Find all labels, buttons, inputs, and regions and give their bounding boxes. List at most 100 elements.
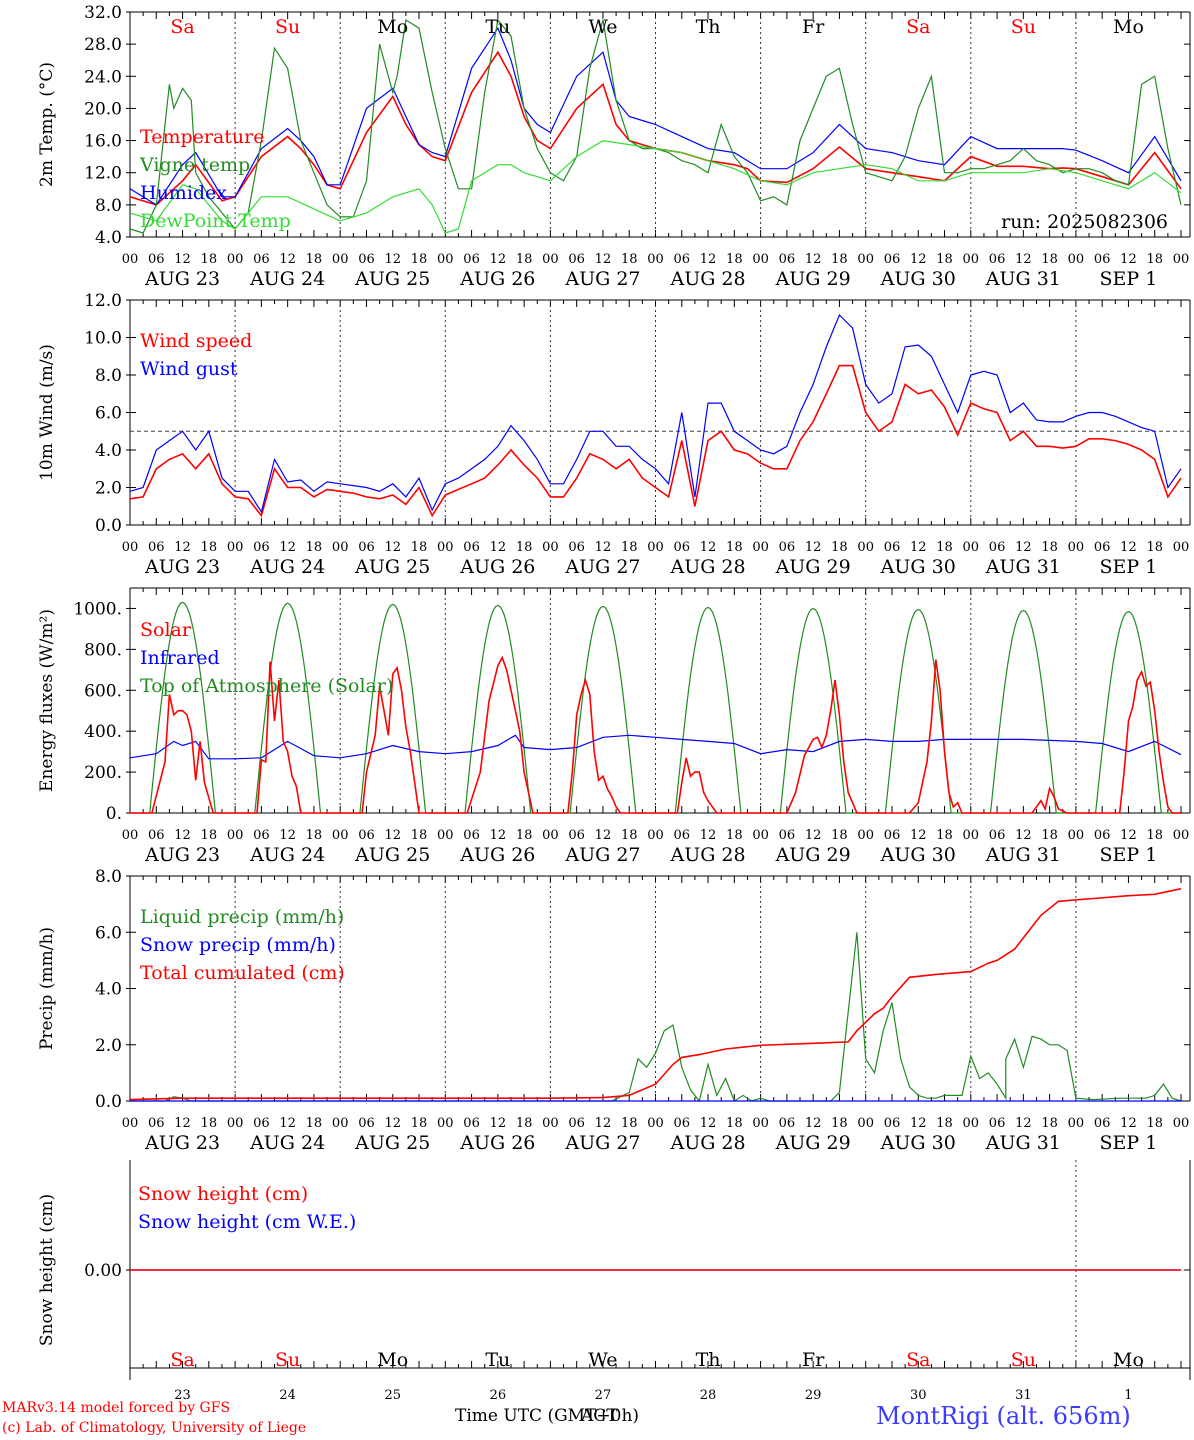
x-hour-label: 06 <box>674 1116 691 1131</box>
x-hour-label: 06 <box>358 828 375 843</box>
x-hour-label: 00 <box>752 1116 769 1131</box>
x-hour-label: 18 <box>831 1116 848 1131</box>
x-date-label: AUG 25 <box>354 1132 430 1154</box>
x-hour-label: 06 <box>253 540 270 555</box>
day-number-label: 23 <box>174 1388 191 1403</box>
weekday-label: Fr <box>802 16 825 38</box>
x-hour-label: 06 <box>463 828 480 843</box>
x-date-label: AUG 28 <box>669 1132 745 1154</box>
x-date-label: SEP 1 <box>1100 268 1158 290</box>
y-tick-label: 4.0 <box>95 980 122 1000</box>
x-hour-label: 00 <box>857 252 874 267</box>
x-date-label: AUG 25 <box>354 556 430 578</box>
x-hour-label: 18 <box>831 540 848 555</box>
x-hour-label: 06 <box>148 252 165 267</box>
x-hour-label: 12 <box>490 1116 507 1131</box>
x-hour-label: 12 <box>595 1116 612 1131</box>
x-hour-label: 18 <box>306 1116 323 1131</box>
day-number-label: 29 <box>805 1388 822 1403</box>
legend-entry: Liquid precip (mm/h) <box>140 906 344 928</box>
day-number-label: 26 <box>490 1388 507 1403</box>
x-hour-label: 18 <box>201 828 218 843</box>
x-hour-label: 18 <box>621 828 638 843</box>
x-hour-label: 06 <box>989 540 1006 555</box>
x-hour-label: 12 <box>595 252 612 267</box>
x-hour-label: 00 <box>963 252 980 267</box>
x-date-label: AUG 26 <box>459 1132 535 1154</box>
x-hour-label: 06 <box>989 1116 1006 1131</box>
x-hour-label: 00 <box>122 540 139 555</box>
series-total-cumulated-cm- <box>129 887 1182 1101</box>
x-hour-label: 00 <box>1068 252 1085 267</box>
y-tick-label: 2.0 <box>95 479 122 499</box>
x-date-label: AUG 27 <box>564 1132 640 1154</box>
weekday-label: We <box>588 16 617 38</box>
y-tick-label: 8.0 <box>95 867 122 887</box>
weekday-label: Su <box>275 16 300 38</box>
weekday-label: Su <box>1011 1349 1036 1371</box>
x-hour-label: 00 <box>227 252 244 267</box>
x-date-label: AUG 23 <box>144 1132 220 1154</box>
y-tick-label: 400. <box>84 722 122 742</box>
run-label: run: 2025082306 <box>1001 211 1168 233</box>
x-hour-label: 00 <box>332 828 349 843</box>
x-date-label: AUG 26 <box>459 556 535 578</box>
y-axis-label: 10m Wind (m/s) <box>37 344 57 481</box>
x-hour-label: 00 <box>857 540 874 555</box>
x-hour-label: 18 <box>726 540 743 555</box>
x-hour-label: 06 <box>1094 540 1111 555</box>
x-date-label: AUG 26 <box>459 844 535 866</box>
weekday-label: Mo <box>1113 16 1144 38</box>
x-hour-label: 18 <box>831 252 848 267</box>
x-hour-label: 12 <box>279 252 296 267</box>
x-date-label: AUG 30 <box>880 1132 956 1154</box>
x-date-label: AUG 29 <box>775 1132 851 1154</box>
x-hour-label: 00 <box>332 540 349 555</box>
station-name: MontRigi (alt. 656m) <box>876 1402 1131 1430</box>
legend-entry: Snow height (cm W.E.) <box>138 1211 356 1233</box>
x-hour-label: 12 <box>279 1116 296 1131</box>
x-hour-label: 18 <box>936 828 953 843</box>
x-hour-label: 06 <box>463 252 480 267</box>
legend-entry: Humidex <box>140 182 227 204</box>
weekday-label: Th <box>696 1349 721 1371</box>
x-hour-label: 18 <box>831 828 848 843</box>
x-hour-label: 06 <box>358 540 375 555</box>
x-hour-label: 06 <box>884 252 901 267</box>
y-tick-label: 12.0 <box>84 291 122 311</box>
model-credit: MARv3.14 model forced by GFS <box>2 1400 231 1416</box>
x-hour-label: 18 <box>1041 252 1058 267</box>
x-date-label: AUG 31 <box>985 556 1061 578</box>
x-hour-label: 18 <box>411 1116 428 1131</box>
legend-entry: Total cumulated (cm) <box>140 962 345 984</box>
x-hour-label: 00 <box>857 1116 874 1131</box>
x-hour-label: 00 <box>963 540 980 555</box>
y-tick-label: 24.0 <box>84 67 122 87</box>
x-hour-label: 00 <box>963 828 980 843</box>
series-wind-gust <box>129 313 1182 514</box>
x-hour-label: 00 <box>752 828 769 843</box>
x-hour-label: 00 <box>332 252 349 267</box>
legend-entry: Top of Atmosphere (Solar) <box>140 675 393 697</box>
x-hour-label: 06 <box>358 1116 375 1131</box>
legend-entry: Temperature <box>140 126 264 148</box>
x-hour-label: 18 <box>621 252 638 267</box>
y-tick-label: 0. <box>106 804 122 824</box>
x-hour-label: 18 <box>1146 252 1163 267</box>
x-hour-label: 18 <box>1146 540 1163 555</box>
x-hour-label: 18 <box>516 252 533 267</box>
x-date-label: SEP 1 <box>1100 844 1158 866</box>
x-hour-label: 12 <box>805 252 822 267</box>
x-hour-label: 12 <box>700 828 717 843</box>
y-tick-label: 32.0 <box>84 3 122 23</box>
x-hour-label: 18 <box>201 1116 218 1131</box>
y-tick-label: 2.0 <box>95 1036 122 1056</box>
weekday-label: Fr <box>802 1349 825 1371</box>
x-date-label: AUG 29 <box>775 556 851 578</box>
x-hour-label: 12 <box>910 540 927 555</box>
x-hour-label: 18 <box>1041 1116 1058 1131</box>
x-hour-label: 12 <box>174 828 191 843</box>
y-tick-label: 800. <box>84 640 122 660</box>
x-hour-label: 12 <box>805 1116 822 1131</box>
